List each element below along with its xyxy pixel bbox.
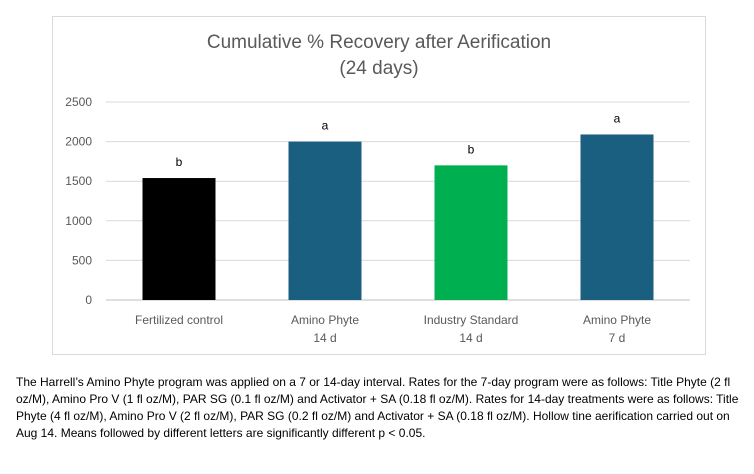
y-tick-label: 0 [85,293,92,307]
significance-letter: a [322,119,329,133]
x-axis-ticks: Fertilized control Amino Phyte 14 d Industr… [135,313,651,345]
chart-title: Cumulative % Recovery after Aerification [206,32,552,53]
bars [142,134,654,300]
significance-letters: b a b a [176,111,621,169]
x-tick-label: Amino Phyte [291,313,359,327]
y-tick-label: 1500 [65,174,92,188]
y-tick-label: 2500 [65,95,92,109]
chart-subtitle: (24 days) [339,58,419,79]
significance-letter: a [614,111,621,125]
y-tick-label: 2000 [65,135,92,149]
bar [288,141,362,300]
x-tick-label: Industry Standard [424,313,519,327]
x-tick-label: 14 d [459,331,482,345]
y-tick-label: 1000 [65,214,92,228]
x-tick-label: 7 d [609,331,626,345]
y-axis-ticks: 0 500 1000 1500 2000 2500 [65,95,92,307]
significance-letter: b [468,142,475,156]
x-tick-label: Fertilized control [135,313,223,327]
chart-title-block: Cumulative % Recovery after Aerification… [52,30,706,82]
x-tick-label: 14 d [313,331,336,345]
bar [142,178,216,300]
figure-caption: The Harrell’s Amino Phyte program was ap… [16,375,739,440]
significance-letter: b [176,155,183,169]
bar [434,165,508,300]
x-tick-label: Amino Phyte [583,313,651,327]
bar [580,134,654,300]
y-tick-label: 500 [72,253,92,267]
